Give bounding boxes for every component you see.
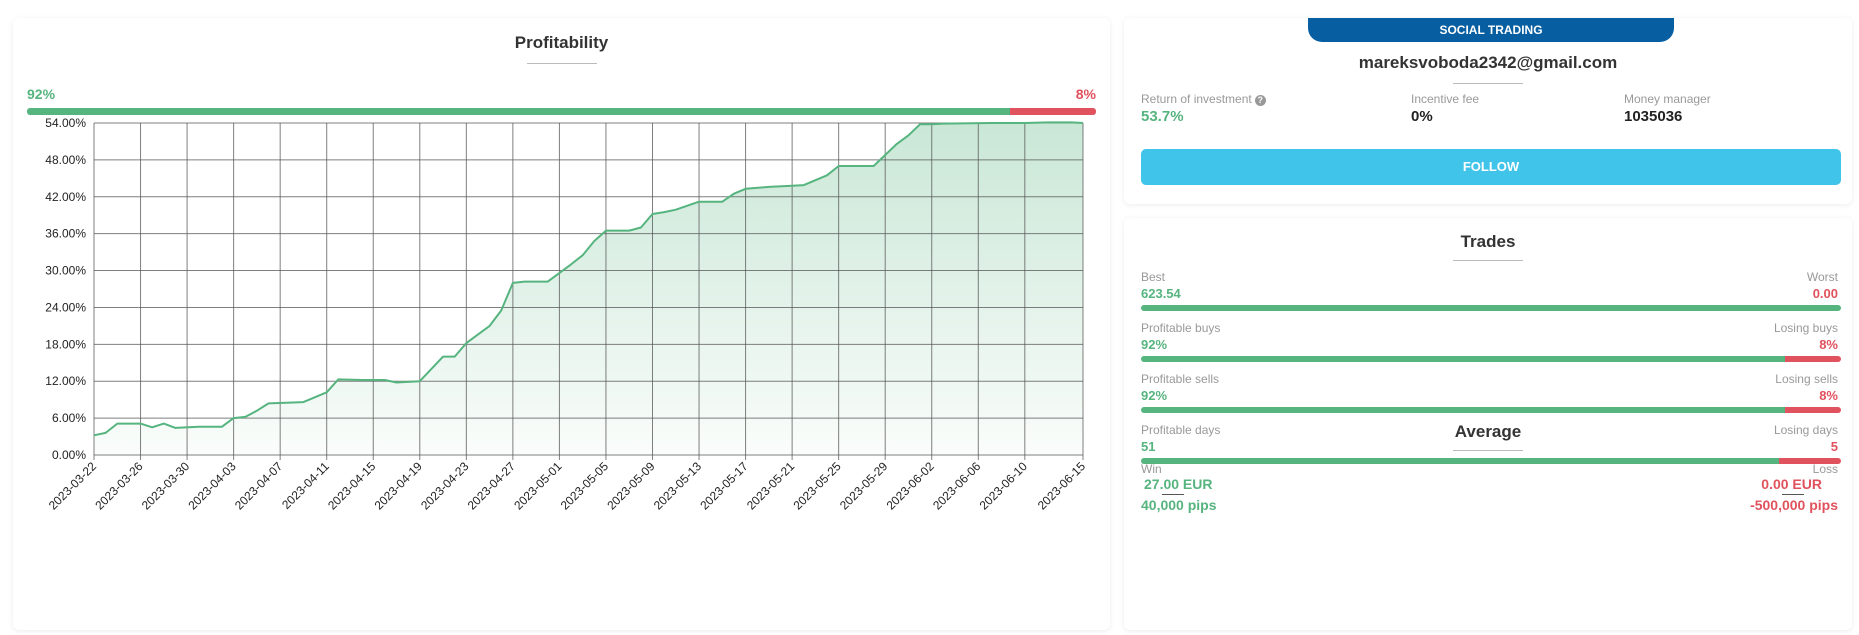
x-tick-label: 2023-05-05 xyxy=(558,459,612,513)
loss-label: Loss xyxy=(1812,462,1838,476)
roi-label: Return of investment xyxy=(1141,92,1252,106)
trade-row-profit-fill xyxy=(1141,356,1785,362)
x-tick-label: 2023-05-01 xyxy=(511,459,565,513)
trade-row-loss-fill xyxy=(1785,407,1841,413)
loss-percentage: 8% xyxy=(1075,86,1096,102)
trade-row-loss-fill xyxy=(1785,356,1841,362)
loss-divider xyxy=(1782,494,1804,495)
y-tick-label: 48.00% xyxy=(45,153,86,167)
chart-area-fill xyxy=(94,122,1083,456)
average-title: Average xyxy=(1454,422,1522,441)
trade-row-right-value: 8% xyxy=(1819,337,1838,352)
trade-row-right-label: Losing sells xyxy=(1775,372,1838,386)
trade-row-profit-fill xyxy=(1141,407,1785,413)
trade-row-profit-fill xyxy=(1141,458,1779,464)
roi-value: 53.7% xyxy=(1141,108,1184,125)
x-tick-label: 2023-03-30 xyxy=(139,459,193,513)
incentive-fee-value: 0% xyxy=(1411,108,1433,125)
x-tick-label: 2023-05-09 xyxy=(604,459,658,513)
email-divider xyxy=(1453,83,1523,84)
trades-divider xyxy=(1453,260,1523,261)
x-tick-label: 2023-03-26 xyxy=(92,459,146,513)
y-tick-label: 18.00% xyxy=(45,337,86,351)
x-tick-label: 2023-04-07 xyxy=(232,459,286,513)
social-trading-panel: SOCIAL TRADING mareksvoboda2342@gmail.co… xyxy=(1124,18,1852,204)
y-tick-label: 0.00% xyxy=(52,448,86,462)
y-tick-label: 36.00% xyxy=(45,227,86,241)
x-tick-label: 2023-04-27 xyxy=(465,459,519,513)
x-tick-label: 2023-04-23 xyxy=(418,459,472,513)
x-tick-label: 2023-06-06 xyxy=(930,459,984,513)
trade-row-left-value: 92% xyxy=(1141,337,1168,352)
trade-row-right-label: Losing days xyxy=(1773,423,1838,437)
profit-bar-fill xyxy=(27,108,1011,115)
win-label: Win xyxy=(1141,462,1162,476)
trade-row-left-value: 92% xyxy=(1141,388,1168,403)
trade-row-left-value: 623.54 xyxy=(1141,286,1181,301)
x-tick-label: 2023-04-11 xyxy=(279,459,332,512)
trade-row-right-value: 0.00 xyxy=(1812,286,1838,301)
x-tick-label: 2023-06-02 xyxy=(884,459,938,513)
money-manager-label: Money manager xyxy=(1624,92,1711,106)
y-tick-label: 42.00% xyxy=(45,190,86,204)
profitability-bar xyxy=(27,108,1096,115)
trade-row-left-label: Profitable days xyxy=(1141,423,1221,437)
social-trading-tag: SOCIAL TRADING xyxy=(1308,18,1674,42)
trade-row-bar xyxy=(1141,305,1841,311)
profitability-panel: Profitability 92% 8% 0.00% 6.00% 12.00% 18.… xyxy=(13,18,1110,630)
win-divider xyxy=(1162,494,1184,495)
profit-percentage: 92% xyxy=(27,86,56,102)
profitability-title: Profitability xyxy=(514,33,609,52)
average-win-amount: 27.00 EUR xyxy=(1144,476,1213,492)
x-tick-label: 2023-04-19 xyxy=(372,459,426,513)
trade-row-bar xyxy=(1141,458,1841,464)
y-tick-label: 30.00% xyxy=(45,264,86,278)
x-tick-label: 2023-04-15 xyxy=(325,459,379,513)
average-win-pips: 40,000 pips xyxy=(1141,497,1217,513)
title-divider xyxy=(526,63,597,64)
loss-bar-fill xyxy=(1010,108,1096,115)
trades-title: Trades xyxy=(1460,232,1516,251)
x-tick-label: 2023-05-17 xyxy=(697,459,751,513)
average-divider xyxy=(1453,450,1523,451)
y-tick-label: 6.00% xyxy=(52,411,86,425)
x-tick-label: 2023-05-25 xyxy=(790,459,844,513)
profitability-chart: 0.00% 6.00% 12.00% 18.00% 24.00% 30.00% 36.00%… xyxy=(45,116,1089,513)
follow-button[interactable]: FOLLOW xyxy=(1141,149,1841,185)
money-manager-value: 1035036 xyxy=(1624,108,1683,125)
trades-panel: Trades Best Worst 623.54 0.00 Profitable buy… xyxy=(1124,218,1852,630)
trade-row-right-value: 5 xyxy=(1830,439,1838,454)
x-tick-label: 2023-04-03 xyxy=(185,459,239,513)
x-tick-label: 2023-05-21 xyxy=(744,459,798,513)
y-tick-label: 12.00% xyxy=(45,374,86,388)
trade-row-loss-fill xyxy=(1778,458,1841,464)
x-tick-label: 2023-05-29 xyxy=(837,459,891,513)
y-tick-label: 24.00% xyxy=(45,300,86,314)
help-icon[interactable]: ? xyxy=(1254,95,1266,106)
trade-row-bar xyxy=(1141,356,1841,362)
trade-row-bar xyxy=(1141,407,1841,413)
profitability-line xyxy=(93,121,1084,437)
trade-row-left-label: Profitable sells xyxy=(1141,372,1220,386)
trade-row-left-label: Profitable buys xyxy=(1141,321,1221,335)
average-loss-pips: -500,000 pips xyxy=(1750,497,1838,513)
x-tick-label: 2023-06-10 xyxy=(977,459,1031,513)
x-tick-label: 2023-03-22 xyxy=(46,459,100,513)
account-email: mareksvoboda2342@gmail.com xyxy=(1358,53,1618,72)
x-tick-label: 2023-05-13 xyxy=(651,459,705,513)
trade-row-left-label: Best xyxy=(1141,270,1166,284)
trade-row-right-value: 8% xyxy=(1819,388,1838,403)
roi-label-row: Return of investment? xyxy=(1141,92,1266,106)
x-tick-label: 2023-06-15 xyxy=(1035,459,1089,513)
trade-row-right-label: Worst xyxy=(1806,270,1838,284)
incentive-fee-label: Incentive fee xyxy=(1411,92,1480,106)
average-loss-amount: 0.00 EUR xyxy=(1761,476,1822,492)
trade-row-left-value: 51 xyxy=(1141,439,1156,454)
trade-row-right-label: Losing buys xyxy=(1773,321,1838,335)
trade-row-profit-fill xyxy=(1141,305,1841,311)
y-tick-label: 54.00% xyxy=(45,116,86,130)
